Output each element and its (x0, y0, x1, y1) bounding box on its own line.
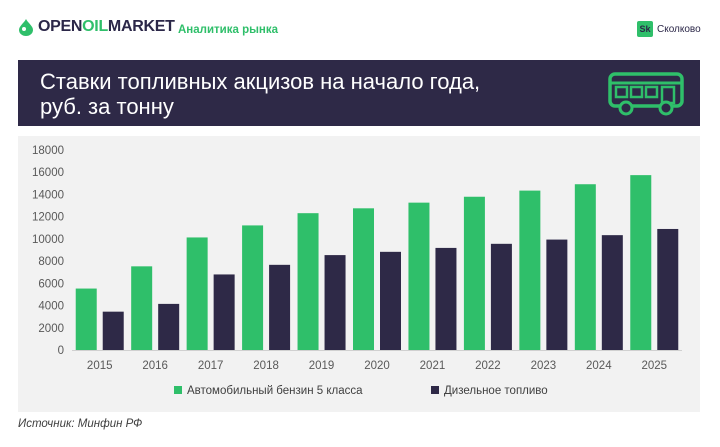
bar-gasoline (519, 190, 541, 350)
y-tick-label: 14000 (32, 189, 64, 201)
header: OPENOILMARKET Аналитика рынка Sk Сколков… (0, 0, 720, 58)
skolkovo-logo[interactable]: Sk Сколково (637, 21, 701, 37)
y-tick-label: 6000 (38, 278, 64, 290)
bar-diesel (546, 239, 568, 350)
x-tick-label: 2022 (475, 360, 501, 372)
chart-title-line-1: Ставки топливных акцизов на начало года, (40, 69, 481, 94)
y-tick-label: 0 (58, 345, 64, 357)
logo-text: OPENOILMARKET (38, 18, 175, 35)
bar-chart: 0 2000 4000 6000 8000 10000 12000 14000 16000 180… (32, 145, 682, 397)
y-tick-label: 10000 (32, 234, 64, 246)
y-tick-label: 12000 (32, 212, 64, 224)
bar-gasoline (131, 266, 153, 350)
bar-gasoline (186, 237, 208, 350)
legend-swatch (431, 386, 439, 394)
chart-title-line-2: руб. за тонну (40, 94, 174, 119)
x-tick-label: 2015 (87, 360, 113, 372)
bar-diesel (380, 251, 401, 350)
bar-gasoline (75, 288, 97, 350)
y-tick-label: 4000 (38, 301, 64, 313)
x-tick-label: 2023 (531, 360, 557, 372)
bar-diesel (324, 255, 346, 350)
y-tick-label: 16000 (32, 167, 64, 179)
bar-gasoline (297, 213, 319, 350)
title-banner: Ставки топливных акцизов на начало года,… (18, 60, 700, 126)
bar-gasoline (463, 196, 485, 350)
oil-drop-icon (19, 19, 33, 36)
legend-swatch (174, 386, 182, 394)
bar-diesel (158, 303, 180, 350)
x-tick-label: 2025 (641, 360, 667, 372)
x-tick-label: 2020 (364, 360, 390, 372)
bar-gasoline (574, 184, 596, 350)
legend-label: Дизельное топливо (444, 385, 548, 397)
x-tick-label: 2024 (586, 360, 612, 372)
x-tick-label: 2018 (253, 360, 279, 372)
skolkovo-label: Сколково (657, 23, 701, 35)
bar-diesel (102, 311, 124, 350)
bar-diesel (435, 247, 457, 350)
legend-label: Автомобильный бензин 5 класса (187, 385, 363, 397)
bar-gasoline (630, 175, 652, 350)
bus-icon (608, 72, 684, 116)
bar-gasoline (353, 208, 374, 350)
bar-diesel (213, 274, 235, 350)
skolkovo-badge: Sk (637, 21, 653, 37)
bar-gasoline (408, 202, 430, 350)
x-tick-label: 2017 (198, 360, 224, 372)
header-subtitle: Аналитика рынка (178, 24, 279, 36)
bar-diesel (269, 264, 291, 350)
bar-diesel (601, 235, 623, 350)
openoilmarket-logo[interactable]: OPENOILMARKET (18, 18, 175, 36)
bar-gasoline (242, 225, 264, 350)
bar-diesel (657, 228, 679, 350)
x-tick-label: 2021 (420, 360, 446, 372)
y-tick-label: 18000 (32, 145, 64, 157)
x-tick-label: 2016 (142, 360, 168, 372)
source-note: Источник: Минфин РФ (18, 418, 143, 430)
y-tick-label: 2000 (38, 323, 64, 335)
y-tick-label: 8000 (38, 256, 64, 268)
bar-diesel (490, 243, 512, 350)
chart-title: Ставки топливных акцизов на начало года,… (40, 69, 580, 119)
chart-panel: 0 2000 4000 6000 8000 10000 12000 14000 16000 180… (18, 136, 700, 412)
x-tick-label: 2019 (309, 360, 335, 372)
